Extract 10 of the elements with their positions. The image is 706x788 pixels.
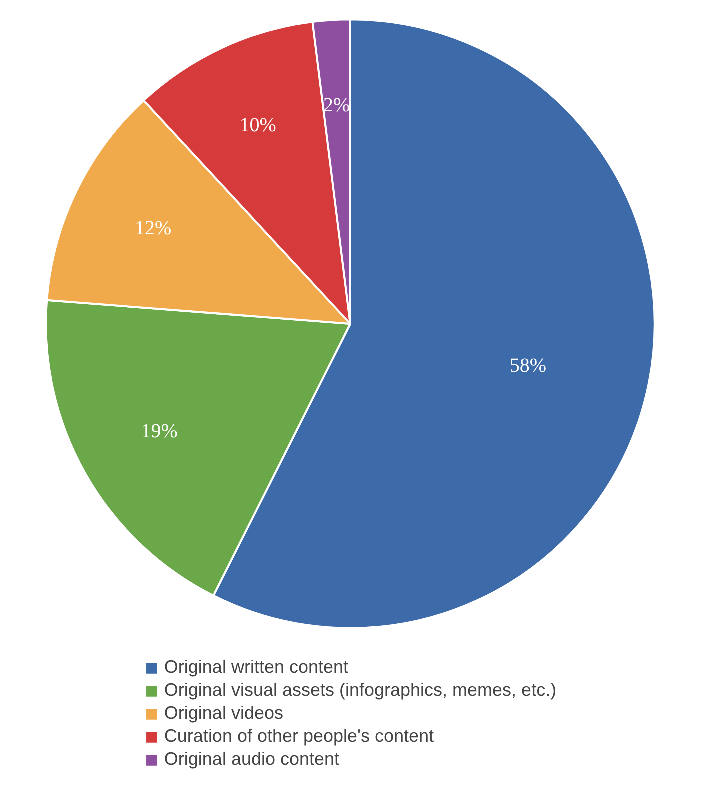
data-label: 10% <box>240 114 276 136</box>
legend-label: Original audio content <box>164 749 340 770</box>
data-label: 19% <box>141 420 178 443</box>
data-label: 2% <box>324 94 350 116</box>
legend-label: Original written content <box>164 657 349 678</box>
data-label: 12% <box>134 217 172 240</box>
data-label: 58% <box>510 355 547 378</box>
legend-label: Original videos <box>164 703 284 724</box>
legend-label: Curation of other people's content <box>164 726 434 747</box>
legend-label: Original visual assets (infographics, memes, etc.) <box>164 680 557 701</box>
